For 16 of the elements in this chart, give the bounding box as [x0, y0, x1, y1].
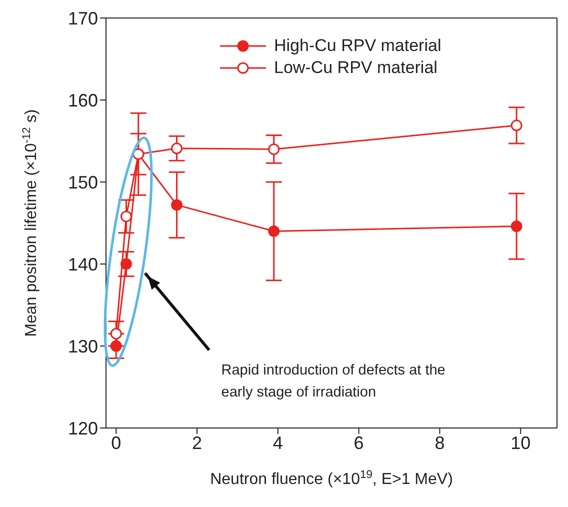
- y-tick-label: 150: [68, 172, 98, 192]
- x-tick-label: 4: [272, 432, 283, 453]
- x-tick-label: 2: [192, 432, 202, 453]
- legend-label: High-Cu RPV material: [274, 36, 442, 56]
- x-tick-label: 0: [111, 432, 122, 453]
- x-tick-label: 6: [354, 432, 364, 453]
- x-tick-label: 10: [510, 432, 531, 453]
- y-tick-label: 160: [68, 90, 98, 110]
- annotation: Rapid introduction of defects at the early stage of irradiation: [221, 362, 446, 401]
- x-axis-title: Neutron fluence (×10$^{19}$, E>1 MeV): [210, 469, 453, 488]
- y-tick-label: 140: [68, 254, 98, 274]
- legend-label: Low-Cu RPV material: [274, 58, 438, 78]
- x-tick-label: 8: [434, 432, 445, 453]
- y-tick-label: 130: [68, 336, 98, 356]
- y-tick-label: 120: [68, 418, 98, 438]
- y-tick-label: 170: [68, 8, 98, 28]
